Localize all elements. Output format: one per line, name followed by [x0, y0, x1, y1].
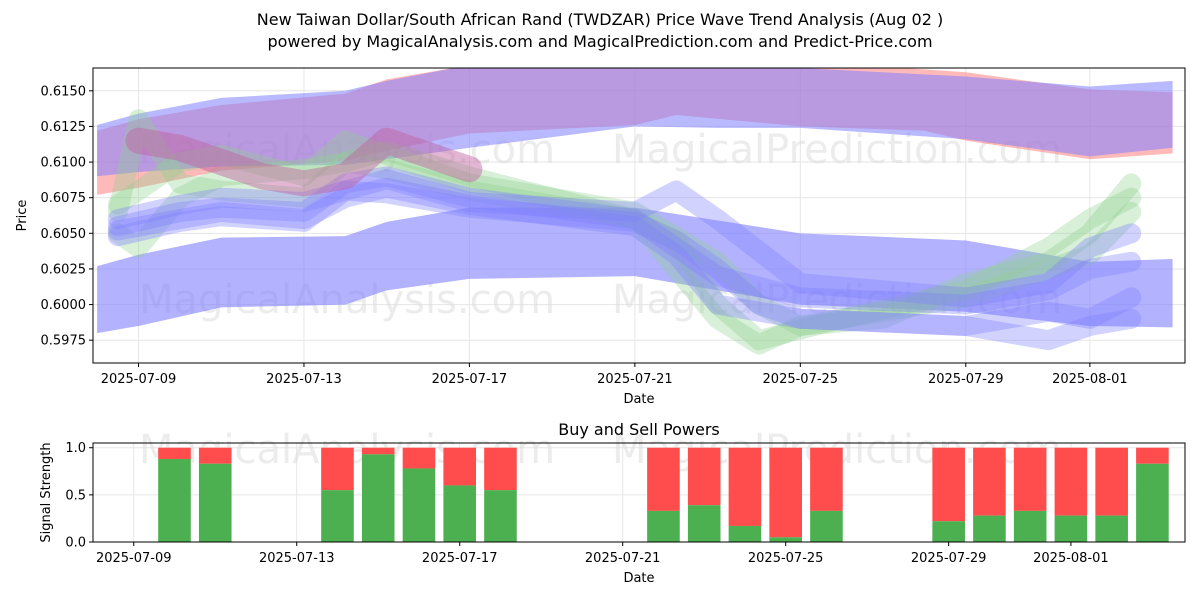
- power-chart-title: Buy and Sell Powers: [558, 420, 720, 439]
- sell-power-bar: [443, 447, 477, 486]
- sell-power-bar: [361, 447, 395, 455]
- buy-power-bar: [321, 490, 354, 542]
- power-y-axis-label: Signal Strength: [39, 442, 54, 542]
- sell-power-bar: [198, 447, 232, 464]
- power-y-tick-label: 1.0: [65, 441, 86, 456]
- price-y-axis-label: Price: [15, 200, 30, 232]
- buy-power-bar: [647, 510, 680, 542]
- power-x-axis-label: Date: [623, 571, 654, 586]
- buy-power-bar: [769, 537, 802, 542]
- price-wave-blue: [107, 169, 1142, 308]
- buy-power-bar: [932, 521, 965, 542]
- buy-power-bar: [810, 510, 843, 542]
- chart-title: New Taiwan Dollar/South African Rand (TW…: [256, 10, 944, 29]
- price-y-tick-label: 0.6075: [41, 191, 87, 206]
- price-wave-green: [107, 109, 1142, 355]
- price-y-tick-label: 0.5975: [41, 334, 87, 349]
- sell-power-bar: [973, 447, 1006, 516]
- buy-power-bar: [158, 459, 191, 542]
- price-x-tick-label: 2025-07-09: [101, 372, 177, 387]
- buy-power-bar: [687, 505, 721, 542]
- buy-power-bar: [1054, 515, 1088, 542]
- sell-power-bar: [158, 447, 191, 460]
- power-axes-frame: [92, 442, 1186, 543]
- buy-power-bar: [1095, 515, 1128, 542]
- buy-power-bar: [484, 490, 517, 542]
- price-x-tick-label: 2025-07-13: [266, 372, 342, 387]
- price-y-tick-label: 0.6050: [41, 227, 87, 242]
- price-wave-blue: [107, 180, 1142, 351]
- sell-power-bar: [728, 447, 762, 526]
- power-x-tick-label: 2025-08-01: [1033, 551, 1109, 566]
- power-x-tick-label: 2025-07-09: [96, 551, 172, 566]
- price-x-tick-label: 2025-07-21: [597, 372, 673, 387]
- chart-subtitle: powered by MagicalAnalysis.com and Magic…: [267, 32, 933, 51]
- buy-power-bar: [361, 454, 395, 542]
- sell-power-bar: [1095, 447, 1128, 516]
- buy-power-bar: [402, 468, 436, 542]
- price-x-tick-label: 2025-07-17: [432, 372, 508, 387]
- buy-power-bar: [198, 463, 232, 542]
- sell-power-bar: [687, 447, 721, 506]
- price-wave-blue: [107, 177, 1142, 336]
- price-plot-area: MagicalAnalysis.comMagicalPrediction.com…: [93, 68, 1185, 363]
- price-x-tick-label: 2025-08-01: [1052, 372, 1128, 387]
- sell-power-bar: [484, 447, 517, 491]
- sell-power-bar: [402, 447, 436, 469]
- buy-power-bar: [443, 485, 477, 542]
- price-y-tick-label: 0.6000: [41, 298, 87, 313]
- sell-power-bar: [321, 447, 354, 491]
- power-x-tick-label: 2025-07-17: [422, 551, 498, 566]
- power-x-tick-label: 2025-07-13: [259, 551, 335, 566]
- sell-power-bar: [769, 447, 802, 538]
- buy-power-bar: [728, 525, 762, 542]
- price-x-tick-label: 2025-07-25: [763, 372, 839, 387]
- price-y-tick-label: 0.6150: [41, 84, 87, 99]
- sell-power-bar: [647, 447, 680, 511]
- sell-power-bar: [1054, 447, 1088, 516]
- price-wave-blue: [107, 166, 1142, 315]
- price-x-axis-label: Date: [623, 392, 654, 407]
- buy-power-bar: [1136, 463, 1169, 542]
- price-wave-green: [107, 130, 1142, 336]
- power-x-tick-label: 2025-07-21: [585, 551, 661, 566]
- buy-power-bar: [973, 515, 1006, 542]
- sell-power-bar: [1013, 447, 1047, 511]
- sell-power-bar: [1136, 447, 1169, 464]
- sell-power-bar: [810, 447, 843, 511]
- price-y-tick-label: 0.6100: [41, 156, 87, 171]
- price-x-tick-label: 2025-07-29: [928, 372, 1004, 387]
- power-y-tick-label: 0.5: [65, 488, 86, 503]
- power-x-tick-label: 2025-07-29: [911, 551, 987, 566]
- price-axes-frame: [92, 67, 1186, 364]
- price-y-tick-label: 0.6125: [41, 120, 87, 135]
- power-y-tick-label: 0.0: [65, 536, 86, 551]
- price-y-tick-label: 0.6025: [41, 262, 87, 277]
- price-band-upper-blue: [97, 68, 1173, 177]
- power-x-tick-label: 2025-07-25: [748, 551, 824, 566]
- price-band-lower-blue: [97, 207, 1173, 334]
- price-wave-green: [107, 152, 1142, 351]
- buy-power-bar: [1013, 510, 1047, 542]
- sell-power-bar: [932, 447, 965, 522]
- price-wave-purple: [125, 127, 483, 197]
